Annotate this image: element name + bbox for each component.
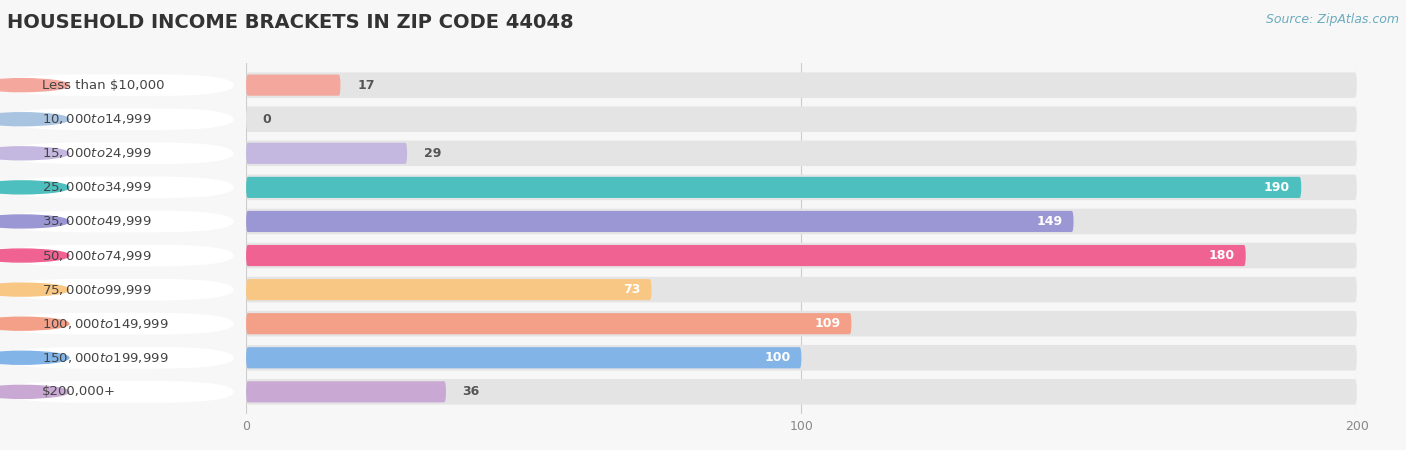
FancyBboxPatch shape xyxy=(4,143,233,164)
FancyBboxPatch shape xyxy=(246,72,1357,98)
Text: $25,000 to $34,999: $25,000 to $34,999 xyxy=(42,180,152,194)
FancyBboxPatch shape xyxy=(246,107,1357,132)
Circle shape xyxy=(0,385,69,398)
Text: Less than $10,000: Less than $10,000 xyxy=(42,79,165,92)
Text: $10,000 to $14,999: $10,000 to $14,999 xyxy=(42,112,152,126)
FancyBboxPatch shape xyxy=(246,143,408,164)
FancyBboxPatch shape xyxy=(246,209,1357,234)
FancyBboxPatch shape xyxy=(4,381,233,403)
Text: $35,000 to $49,999: $35,000 to $49,999 xyxy=(42,215,152,229)
Text: 0: 0 xyxy=(263,113,271,126)
Text: 109: 109 xyxy=(814,317,841,330)
FancyBboxPatch shape xyxy=(246,279,651,300)
FancyBboxPatch shape xyxy=(4,347,233,369)
FancyBboxPatch shape xyxy=(246,177,1302,198)
Circle shape xyxy=(0,249,69,262)
Circle shape xyxy=(0,317,69,330)
Circle shape xyxy=(0,351,69,364)
Text: Source: ZipAtlas.com: Source: ZipAtlas.com xyxy=(1265,14,1399,27)
FancyBboxPatch shape xyxy=(246,211,1074,232)
Text: 29: 29 xyxy=(423,147,441,160)
Text: 190: 190 xyxy=(1264,181,1291,194)
Circle shape xyxy=(0,79,69,92)
Text: $200,000+: $200,000+ xyxy=(42,385,115,398)
Text: 17: 17 xyxy=(357,79,374,92)
Text: 149: 149 xyxy=(1036,215,1063,228)
FancyBboxPatch shape xyxy=(246,311,1357,337)
FancyBboxPatch shape xyxy=(246,245,1246,266)
FancyBboxPatch shape xyxy=(4,211,233,232)
FancyBboxPatch shape xyxy=(4,108,233,130)
Text: $100,000 to $149,999: $100,000 to $149,999 xyxy=(42,317,169,331)
FancyBboxPatch shape xyxy=(246,381,446,402)
Circle shape xyxy=(0,113,69,126)
FancyBboxPatch shape xyxy=(246,175,1357,200)
Circle shape xyxy=(0,283,69,296)
FancyBboxPatch shape xyxy=(246,313,852,334)
Text: $50,000 to $74,999: $50,000 to $74,999 xyxy=(42,248,152,262)
FancyBboxPatch shape xyxy=(246,345,1357,370)
FancyBboxPatch shape xyxy=(246,75,340,96)
FancyBboxPatch shape xyxy=(246,243,1357,268)
FancyBboxPatch shape xyxy=(4,176,233,198)
Text: 180: 180 xyxy=(1209,249,1234,262)
Circle shape xyxy=(0,215,69,228)
FancyBboxPatch shape xyxy=(4,313,233,334)
FancyBboxPatch shape xyxy=(4,245,233,266)
Circle shape xyxy=(0,181,69,194)
Text: 73: 73 xyxy=(623,283,640,296)
FancyBboxPatch shape xyxy=(246,347,801,369)
Text: 100: 100 xyxy=(763,351,790,364)
FancyBboxPatch shape xyxy=(246,379,1357,405)
Text: $15,000 to $24,999: $15,000 to $24,999 xyxy=(42,146,152,160)
Text: $150,000 to $199,999: $150,000 to $199,999 xyxy=(42,351,169,365)
Text: HOUSEHOLD INCOME BRACKETS IN ZIP CODE 44048: HOUSEHOLD INCOME BRACKETS IN ZIP CODE 44… xyxy=(7,14,574,32)
FancyBboxPatch shape xyxy=(246,277,1357,302)
FancyBboxPatch shape xyxy=(246,140,1357,166)
Text: 36: 36 xyxy=(463,385,479,398)
Circle shape xyxy=(0,147,69,160)
Text: $75,000 to $99,999: $75,000 to $99,999 xyxy=(42,283,152,297)
FancyBboxPatch shape xyxy=(4,279,233,301)
FancyBboxPatch shape xyxy=(4,74,233,96)
